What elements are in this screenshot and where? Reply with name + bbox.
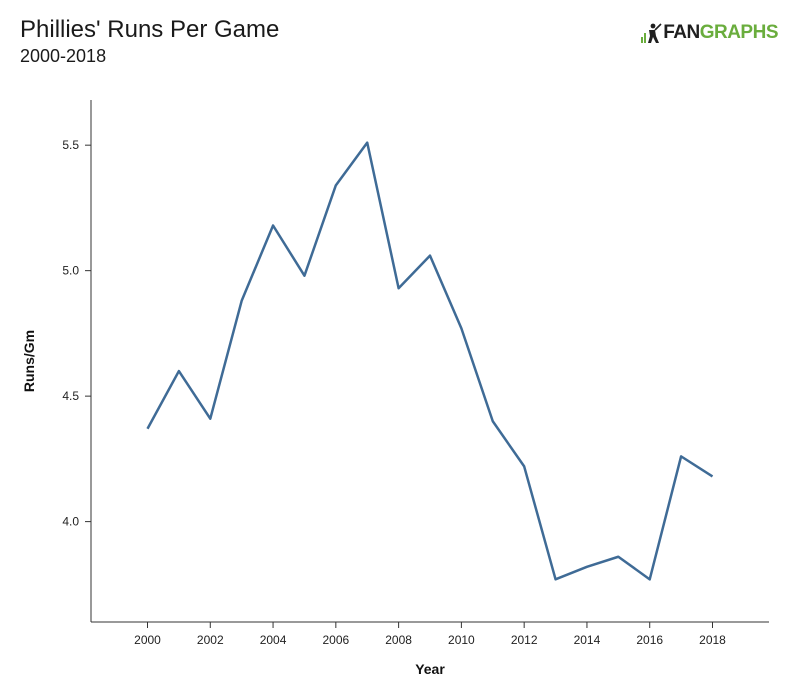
y-axis-title: Runs/Gm xyxy=(21,330,37,392)
x-axis-title: Year xyxy=(415,661,445,677)
x-tick-label: 2008 xyxy=(385,633,412,647)
series-line xyxy=(146,141,714,581)
y-tick-label: 4.5 xyxy=(62,389,79,403)
x-tick-label: 2006 xyxy=(322,633,349,647)
chart-subtitle: 2000-2018 xyxy=(20,46,107,66)
x-tick-label: 2002 xyxy=(197,633,224,647)
x-tick-label: 2012 xyxy=(511,633,538,647)
x-tick-label: 2014 xyxy=(574,633,601,647)
y-tick-label: 5.5 xyxy=(62,138,79,152)
chart-title: Phillies' Runs Per Game xyxy=(20,16,280,43)
logo-text-fan: FAN xyxy=(663,22,700,43)
logo-text-graphs: GRAPHS xyxy=(699,22,779,43)
x-axis-ticks: 2000 2002 2004 2006 2008 2010 2012 2014 2016 2018 xyxy=(134,622,726,647)
x-tick-label: 2016 xyxy=(636,633,663,647)
fangraphs-logo: FAN GRAPHS xyxy=(640,22,779,44)
y-axis-ticks: 4.0 4.5 5.0 5.5 xyxy=(62,138,91,529)
x-tick-label: 2010 xyxy=(448,633,475,647)
x-tick-label: 2004 xyxy=(260,633,287,647)
chart-header: Phillies' Runs Per Game 2000-2018 xyxy=(20,16,279,68)
chart-axes xyxy=(90,100,769,623)
data-points xyxy=(147,142,713,580)
x-tick-label: 2018 xyxy=(699,633,726,647)
x-tick-label: 2000 xyxy=(134,633,161,647)
y-tick-label: 5.0 xyxy=(62,264,79,278)
y-tick-label: 4.0 xyxy=(62,515,79,529)
fangraphs-batter-icon xyxy=(641,23,662,43)
